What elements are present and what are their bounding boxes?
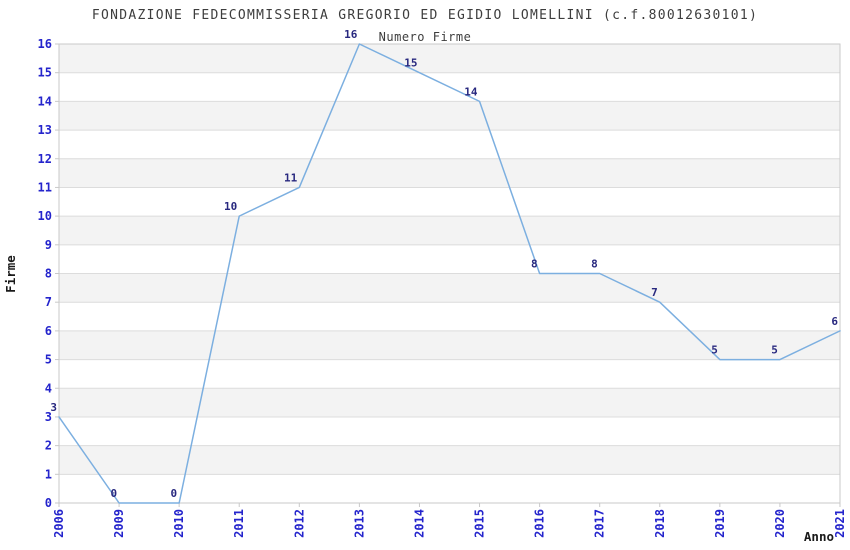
y-tick-label: 7 xyxy=(45,295,52,309)
y-tick-label: 1 xyxy=(45,467,52,481)
y-tick-label: 10 xyxy=(38,209,52,223)
y-tick-label: 11 xyxy=(38,180,52,194)
x-tick-label: 2015 xyxy=(473,509,487,538)
data-point-label: 0 xyxy=(171,487,178,500)
y-tick-label: 16 xyxy=(38,37,52,51)
data-point-label: 8 xyxy=(591,258,598,271)
x-tick-label: 2016 xyxy=(533,509,547,538)
y-tick-label: 8 xyxy=(45,267,52,281)
grid-band xyxy=(59,158,840,188)
data-point-label: 16 xyxy=(344,28,358,41)
x-tick-label: 2018 xyxy=(653,509,667,538)
x-tick-label: 2017 xyxy=(593,509,607,538)
y-tick-label: 5 xyxy=(45,353,52,367)
grid-band xyxy=(59,445,840,475)
chart-subtitle: Numero Firme xyxy=(379,30,472,44)
y-tick-label: 0 xyxy=(45,496,52,510)
data-point-label: 6 xyxy=(831,315,838,328)
x-axis-label: Anno xyxy=(804,529,834,544)
x-tick-label: 2006 xyxy=(52,509,66,538)
data-line xyxy=(58,43,841,504)
y-tick-label: 4 xyxy=(45,381,52,395)
grid-band xyxy=(59,330,840,360)
y-tick-label: 2 xyxy=(45,439,52,453)
x-tick-label: 2010 xyxy=(172,509,186,538)
x-tick-label: 2021 xyxy=(833,509,847,538)
y-tick-label: 14 xyxy=(38,94,52,108)
data-point-label: 11 xyxy=(284,171,298,184)
y-tick-label: 15 xyxy=(38,66,52,80)
grid-band xyxy=(59,273,840,303)
grid-band xyxy=(59,44,840,73)
y-tick-label: 13 xyxy=(38,123,52,137)
x-tick-label: 2019 xyxy=(713,509,727,538)
grid-band xyxy=(59,388,840,417)
y-tick-label: 12 xyxy=(38,152,52,166)
y-tick-label: 3 xyxy=(45,410,52,424)
y-axis-label: Firme xyxy=(3,255,18,293)
data-point-label: 14 xyxy=(464,85,478,98)
data-point-label: 15 xyxy=(404,57,417,70)
grid-band xyxy=(59,101,840,131)
data-point-label: 10 xyxy=(224,200,237,213)
x-tick-label: 2020 xyxy=(773,509,787,538)
data-point-label: 5 xyxy=(771,344,778,357)
x-tick-label: 2009 xyxy=(112,509,126,538)
y-tick-label: 6 xyxy=(45,324,52,338)
chart-title: FONDAZIONE FEDECOMMISSERIA GREGORIO ED E… xyxy=(92,8,758,23)
x-tick-label: 2014 xyxy=(412,509,426,538)
y-tick-label: 9 xyxy=(45,238,52,252)
x-tick-label: 2011 xyxy=(232,509,246,538)
grid-band xyxy=(59,216,840,245)
data-point-label: 5 xyxy=(711,344,718,357)
data-point-label: 8 xyxy=(531,258,538,271)
data-point-label: 3 xyxy=(50,401,57,414)
x-tick-label: 2012 xyxy=(292,509,306,538)
x-tick-label: 2013 xyxy=(352,509,366,538)
data-point-label: 7 xyxy=(651,286,658,299)
data-point-label: 0 xyxy=(110,487,117,500)
